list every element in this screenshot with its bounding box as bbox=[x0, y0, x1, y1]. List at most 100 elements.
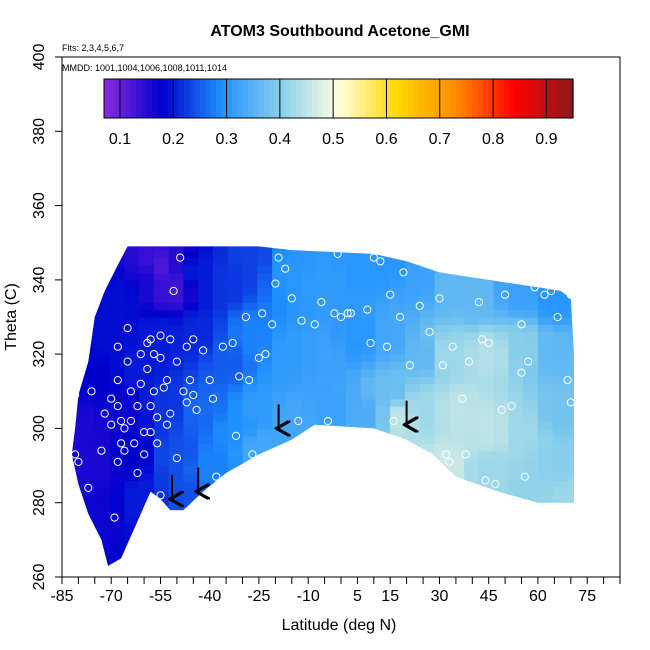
heatmap-cell bbox=[316, 235, 331, 243]
colorbar-segment bbox=[152, 79, 158, 118]
heatmap-cell bbox=[552, 473, 569, 481]
heatmap-cell bbox=[242, 309, 258, 318]
observation-point bbox=[172, 357, 181, 366]
heatmap-cell bbox=[419, 376, 436, 385]
heatmap-cell bbox=[198, 391, 214, 400]
heatmap-cell bbox=[198, 554, 214, 563]
heatmap-cell bbox=[257, 510, 273, 519]
heatmap-cell bbox=[124, 346, 140, 355]
heatmap-cell bbox=[419, 287, 436, 296]
observation-point bbox=[199, 346, 208, 355]
colorbar-segment bbox=[423, 79, 430, 118]
heatmap-cell bbox=[464, 279, 480, 288]
observation-point bbox=[435, 294, 444, 303]
heatmap-cell bbox=[139, 354, 155, 363]
heatmap-cell bbox=[227, 257, 244, 266]
heatmap-cell bbox=[227, 532, 244, 541]
heatmap-cell bbox=[405, 532, 421, 541]
heatmap-cell bbox=[419, 369, 436, 377]
heatmap-cell bbox=[94, 502, 111, 511]
heatmap-cell bbox=[80, 346, 96, 355]
heatmap-cell bbox=[375, 369, 391, 377]
heatmap-cell bbox=[449, 287, 465, 296]
heatmap-cell bbox=[331, 265, 347, 273]
heatmap-cell bbox=[434, 517, 450, 526]
heatmap-cell bbox=[139, 539, 155, 548]
heatmap-cell bbox=[390, 246, 406, 251]
heatmap-cell bbox=[95, 570, 110, 578]
heatmap-cell bbox=[390, 331, 406, 340]
heatmap-cell bbox=[272, 547, 288, 556]
heatmap-cell bbox=[227, 554, 244, 563]
heatmap-cell bbox=[493, 450, 509, 459]
heatmap-cell bbox=[419, 317, 436, 325]
observation-point bbox=[133, 402, 142, 411]
heatmap-cell bbox=[257, 250, 273, 259]
heatmap-cell bbox=[345, 539, 362, 548]
heatmap-cell bbox=[94, 450, 111, 459]
heatmap-cell bbox=[124, 339, 140, 348]
colorbar-segment bbox=[226, 79, 233, 118]
heatmap-cell bbox=[257, 413, 273, 422]
observation-point bbox=[153, 413, 162, 422]
heatmap-cell bbox=[316, 369, 332, 377]
heatmap-cell bbox=[537, 465, 554, 474]
observation-point bbox=[182, 398, 191, 407]
heatmap-cell bbox=[286, 495, 303, 504]
heatmap-cell bbox=[153, 473, 170, 481]
heatmap-cell bbox=[552, 562, 569, 566]
heatmap-cell bbox=[419, 502, 436, 511]
heatmap-cell bbox=[272, 369, 288, 377]
observation-point bbox=[176, 253, 185, 262]
observation-point bbox=[156, 353, 165, 362]
heatmap-cell bbox=[508, 354, 524, 363]
heatmap-cell bbox=[242, 398, 258, 407]
colorbar-segment bbox=[130, 79, 137, 118]
heatmap-cell bbox=[449, 361, 465, 370]
heatmap-cell bbox=[331, 302, 347, 311]
heatmap-cell bbox=[508, 287, 524, 296]
colorbar-segment bbox=[178, 79, 185, 118]
heatmap-cell bbox=[375, 435, 391, 444]
heatmap-cell bbox=[153, 317, 170, 325]
heatmap-cell bbox=[508, 547, 524, 556]
heatmap-cell bbox=[316, 331, 332, 340]
heatmap-cell bbox=[80, 465, 96, 474]
heatmap-cell bbox=[567, 383, 575, 392]
heatmap-cell bbox=[198, 487, 214, 496]
heatmap-cell bbox=[582, 466, 597, 474]
heatmap-cell bbox=[286, 265, 303, 273]
heatmap-cell bbox=[242, 495, 258, 504]
heatmap-cell bbox=[345, 250, 362, 259]
heatmap-cell bbox=[582, 332, 597, 340]
heatmap-cell bbox=[153, 294, 170, 303]
heatmap-cell bbox=[464, 525, 480, 533]
heatmap-cell bbox=[139, 294, 155, 303]
heatmap-cell bbox=[331, 458, 347, 467]
heatmap-cell bbox=[360, 354, 377, 363]
heatmap-cell bbox=[552, 532, 569, 541]
heatmap-cell bbox=[153, 554, 170, 563]
heatmap-cell bbox=[582, 503, 597, 511]
heatmap-cell bbox=[331, 361, 347, 370]
heatmap-cell bbox=[153, 495, 170, 504]
heatmap-cell bbox=[301, 510, 317, 519]
heatmap-cell bbox=[227, 265, 244, 273]
heatmap-cell bbox=[582, 391, 597, 399]
observation-point bbox=[304, 242, 313, 251]
heatmap-cell bbox=[523, 354, 539, 363]
heatmap-cell bbox=[567, 465, 575, 474]
heatmap-cell bbox=[153, 265, 170, 273]
heatmap-cell bbox=[227, 246, 244, 251]
heatmap-cell bbox=[464, 421, 480, 429]
heatmap-cell bbox=[345, 317, 362, 325]
colorbar-segment bbox=[306, 79, 313, 118]
heatmap-cell bbox=[464, 246, 480, 251]
heatmap-cell bbox=[434, 265, 450, 273]
heatmap-cell bbox=[80, 525, 96, 533]
heatmap-cell bbox=[405, 339, 421, 348]
heatmap-cell bbox=[272, 502, 288, 511]
heatmap-cell bbox=[109, 547, 125, 556]
flights-label: Flts: 2,3,4,5,6,7 bbox=[62, 43, 124, 53]
heatmap-cell bbox=[405, 346, 421, 355]
